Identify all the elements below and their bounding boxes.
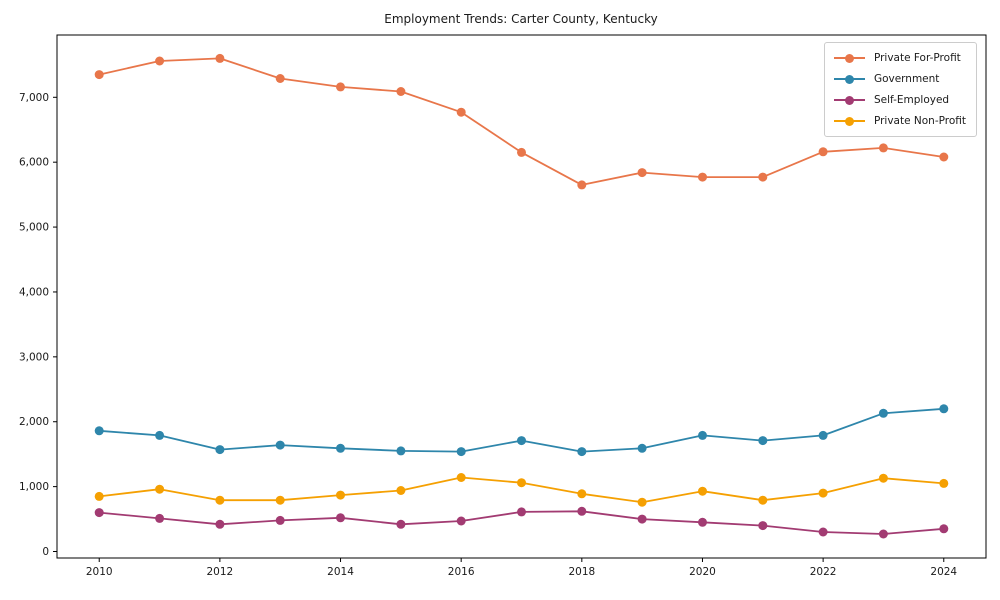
data-point-self-employed-2016 <box>456 516 466 526</box>
data-point-government-2013 <box>275 440 285 450</box>
x-tick-label: 2014 <box>327 566 354 578</box>
data-point-government-2022 <box>818 430 828 440</box>
data-point-private-non-profit-2023 <box>878 473 888 483</box>
data-point-private-for-profit-2012 <box>215 53 225 63</box>
data-point-self-employed-2012 <box>215 519 225 529</box>
data-point-self-employed-2023 <box>878 529 888 539</box>
y-tick-label: 0 <box>42 546 49 558</box>
data-point-government-2016 <box>456 447 466 457</box>
legend-label: Government <box>873 73 940 85</box>
data-point-private-non-profit-2024 <box>939 478 949 488</box>
legend-line-marker-icon <box>833 53 865 63</box>
data-point-government-2021 <box>758 436 768 446</box>
x-tick-label: 2016 <box>448 566 475 578</box>
data-point-private-non-profit-2013 <box>275 495 285 505</box>
data-point-private-non-profit-2015 <box>396 486 406 495</box>
data-point-government-2024 <box>939 404 949 414</box>
data-point-private-non-profit-2019 <box>637 497 647 507</box>
y-tick-label: 4,000 <box>19 286 49 298</box>
legend-item-self-employed: Self-Employed <box>833 93 966 107</box>
data-point-government-2018 <box>577 447 587 457</box>
x-tick-label: 2024 <box>930 566 957 578</box>
data-point-private-non-profit-2010 <box>94 491 104 501</box>
x-tick-label: 2010 <box>86 566 113 578</box>
data-point-private-for-profit-2014 <box>336 82 345 92</box>
data-point-government-2014 <box>336 443 345 453</box>
data-point-government-2015 <box>396 446 406 456</box>
data-point-self-employed-2011 <box>155 513 165 523</box>
data-point-self-employed-2020 <box>698 517 707 527</box>
x-tick-label: 2022 <box>810 566 837 578</box>
data-point-government-2020 <box>698 430 707 440</box>
data-point-self-employed-2022 <box>818 527 828 537</box>
data-point-private-for-profit-2018 <box>577 180 587 190</box>
data-point-private-for-profit-2016 <box>456 107 466 117</box>
legend-label: Private For-Profit <box>873 52 961 64</box>
data-point-self-employed-2014 <box>336 513 345 523</box>
chart-title: Employment Trends: Carter County, Kentuc… <box>384 12 657 26</box>
data-point-self-employed-2018 <box>577 506 587 516</box>
data-point-self-employed-2010 <box>94 508 104 518</box>
data-point-private-non-profit-2014 <box>336 490 345 500</box>
data-point-private-for-profit-2024 <box>939 152 949 162</box>
data-point-private-for-profit-2019 <box>637 168 647 178</box>
legend-item-government: Government <box>833 72 966 86</box>
x-tick-label: 2012 <box>207 566 234 578</box>
data-point-private-for-profit-2017 <box>517 147 526 157</box>
data-point-private-non-profit-2020 <box>698 486 707 496</box>
data-point-private-non-profit-2011 <box>155 484 165 494</box>
legend-item-private-non-profit: Private Non-Profit <box>833 114 966 128</box>
data-point-government-2011 <box>155 430 165 440</box>
data-point-private-for-profit-2011 <box>155 56 165 66</box>
legend-line-marker-icon <box>833 95 865 105</box>
data-point-government-2010 <box>94 426 104 436</box>
data-point-private-non-profit-2022 <box>818 488 828 498</box>
data-point-self-employed-2019 <box>637 514 647 524</box>
data-point-government-2012 <box>215 445 225 455</box>
legend-item-private-for-profit: Private For-Profit <box>833 51 966 65</box>
data-point-private-non-profit-2021 <box>758 495 768 505</box>
data-point-private-for-profit-2023 <box>878 143 888 153</box>
legend-label: Private Non-Profit <box>873 115 966 127</box>
data-point-self-employed-2013 <box>275 515 285 525</box>
data-point-private-for-profit-2020 <box>698 172 707 182</box>
data-point-self-employed-2024 <box>939 524 949 534</box>
x-tick-label: 2018 <box>568 566 595 578</box>
y-tick-label: 3,000 <box>19 351 49 363</box>
data-point-private-for-profit-2010 <box>94 70 104 80</box>
data-point-self-employed-2021 <box>758 521 768 531</box>
data-point-private-for-profit-2021 <box>758 172 768 182</box>
data-point-private-for-profit-2013 <box>275 74 285 83</box>
y-tick-label: 2,000 <box>19 416 49 428</box>
legend-label: Self-Employed <box>873 94 950 106</box>
data-point-private-non-profit-2012 <box>215 495 225 505</box>
data-point-private-non-profit-2017 <box>517 478 526 488</box>
data-point-private-non-profit-2018 <box>577 489 587 499</box>
data-point-government-2019 <box>637 443 647 453</box>
x-tick-label: 2020 <box>689 566 716 578</box>
data-point-self-employed-2015 <box>396 519 406 529</box>
data-point-government-2017 <box>517 436 526 446</box>
y-tick-label: 1,000 <box>19 481 49 493</box>
data-point-private-non-profit-2016 <box>456 473 466 482</box>
y-tick-label: 6,000 <box>19 157 49 169</box>
data-point-private-for-profit-2015 <box>396 87 406 96</box>
y-tick-label: 7,000 <box>19 92 49 104</box>
legend-line-marker-icon <box>833 74 865 84</box>
legend-line-marker-icon <box>833 116 865 126</box>
y-tick-label: 5,000 <box>19 222 49 234</box>
data-point-private-for-profit-2022 <box>818 147 828 157</box>
data-point-self-employed-2017 <box>517 507 526 517</box>
legend: Private For-Profit Government Self-Employe… <box>823 42 977 137</box>
data-point-government-2023 <box>878 408 888 418</box>
